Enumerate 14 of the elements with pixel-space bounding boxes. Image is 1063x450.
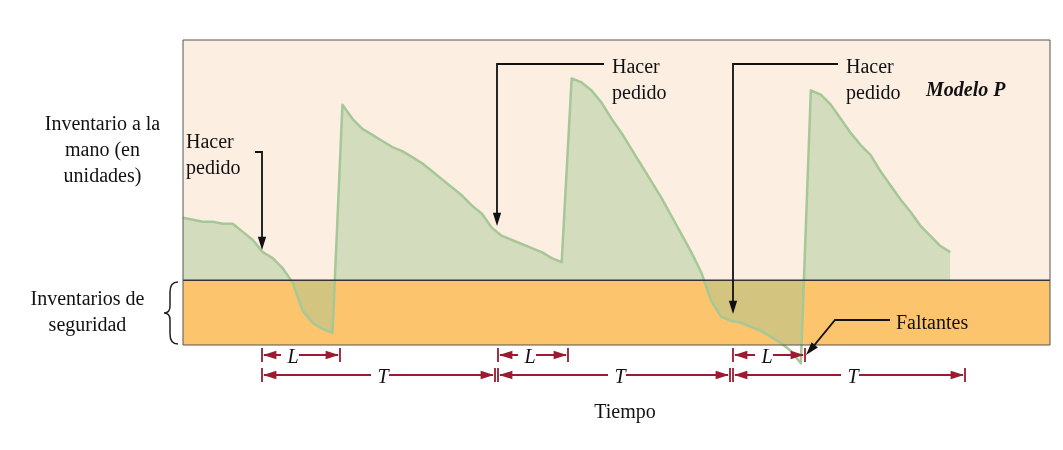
text: T bbox=[376, 364, 391, 389]
annotation: Hacer pedido bbox=[186, 129, 242, 180]
band-label: Inventarios de seguridad bbox=[29, 286, 146, 337]
annotation: Modelo P bbox=[926, 77, 1007, 102]
annotation: Hacer pedido bbox=[612, 54, 668, 105]
annotation: L bbox=[760, 344, 774, 369]
annotation: L bbox=[523, 344, 537, 369]
annotation: Faltantes bbox=[896, 310, 970, 335]
text: T bbox=[846, 364, 861, 389]
y-axis-title: Inventario a la mano (en unidades) bbox=[43, 111, 162, 188]
annotation: Hacer pedido bbox=[846, 54, 902, 105]
text: T bbox=[613, 364, 628, 389]
annotation: L bbox=[286, 344, 300, 369]
x-axis-title: Tiempo bbox=[593, 399, 657, 424]
